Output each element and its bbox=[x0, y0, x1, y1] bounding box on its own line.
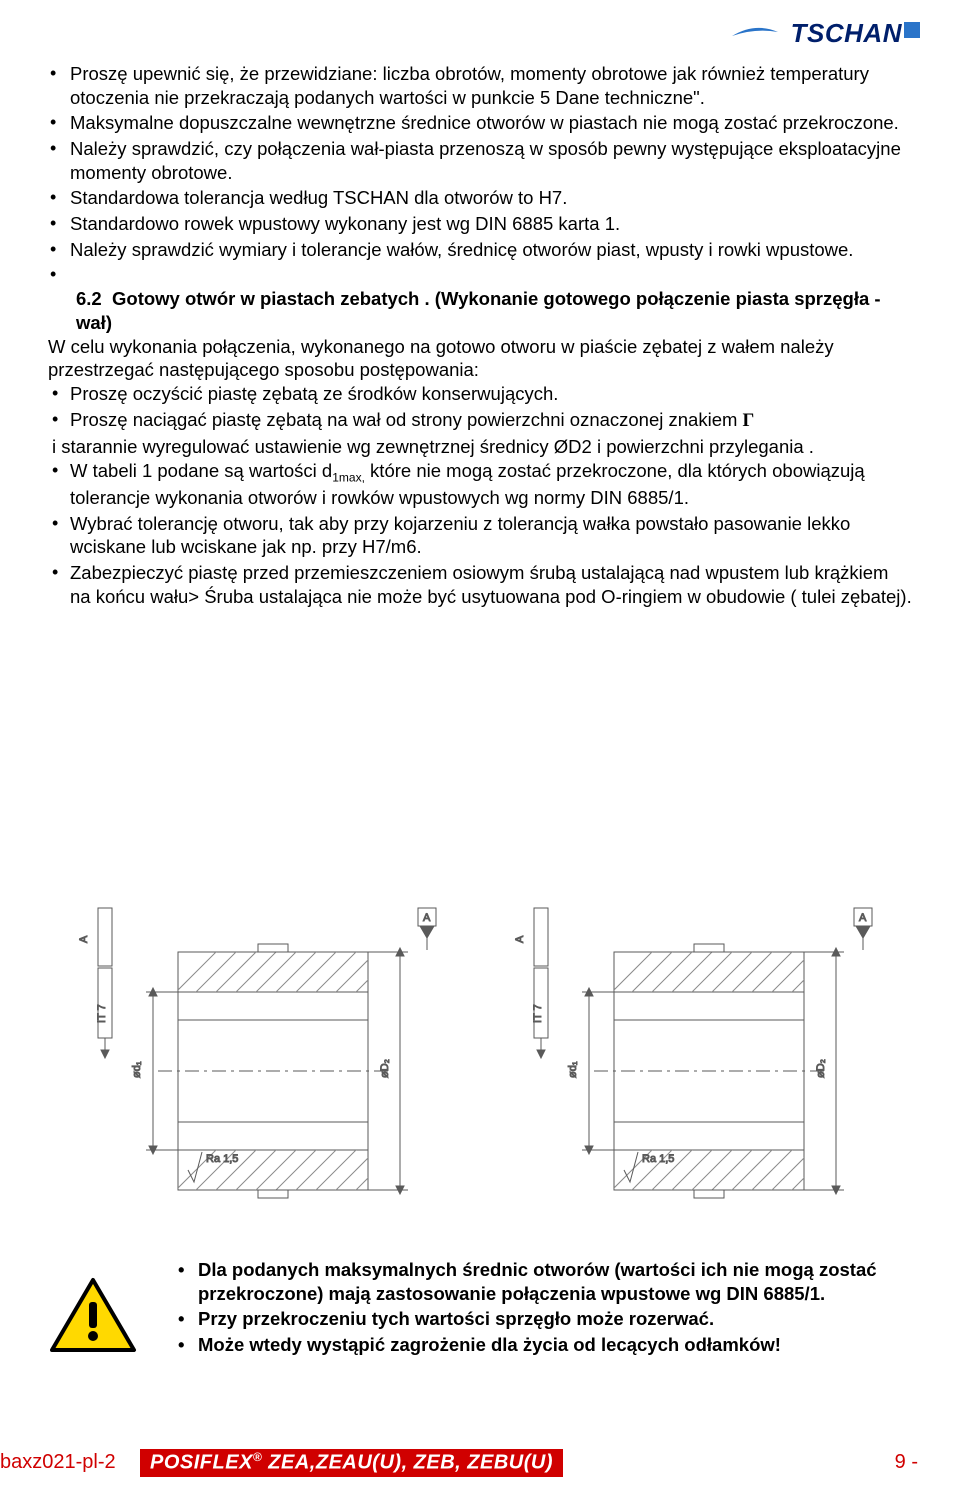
svg-text:A: A bbox=[423, 912, 431, 924]
logo-box-icon bbox=[904, 22, 920, 38]
list-item: Może wtedy wystąpić zagrożenie dla życia… bbox=[198, 1333, 914, 1357]
text: W tabeli 1 podane są wartości d bbox=[70, 460, 332, 481]
svg-text:ød₁: ød₁ bbox=[567, 1061, 579, 1078]
svg-text:Ra 1,5: Ra 1,5 bbox=[642, 1153, 674, 1165]
intro-bullet-list: Proszę upewnić się, że przewidziane: lic… bbox=[48, 62, 914, 261]
svg-text:A: A bbox=[514, 935, 526, 943]
product-name: POSIFLEX bbox=[150, 1452, 253, 1474]
section-heading: 6.2 Gotowy otwór w piastach zebatych . (… bbox=[48, 287, 914, 334]
reg-mark: ® bbox=[253, 1450, 262, 1464]
doc-code: baxz021-pl-2 bbox=[0, 1451, 116, 1474]
section-number: 6.2 bbox=[76, 288, 102, 309]
procedure-list-2: W tabeli 1 podane są wartości d1max, któ… bbox=[48, 459, 914, 608]
svg-text:ød₁: ød₁ bbox=[131, 1061, 143, 1078]
list-item: Zabezpieczyć piastę przed przemieszczeni… bbox=[70, 561, 914, 608]
svg-text:IT 7: IT 7 bbox=[96, 1004, 108, 1023]
subscript: 1max, bbox=[332, 471, 365, 485]
list-item: Należy sprawdzić wymiary i tolerancje wa… bbox=[70, 238, 914, 262]
warning-list: Dla podanych maksymalnych średnic otworó… bbox=[138, 1258, 914, 1359]
technical-diagram: A IT 7 A bbox=[48, 900, 914, 1240]
section-intro: W celu wykonania połączenia, wykonanego … bbox=[48, 335, 914, 382]
list-item: W tabeli 1 podane są wartości d1max, któ… bbox=[70, 459, 914, 510]
list-item: Proszę upewnić się, że przewidziane: lic… bbox=[70, 62, 914, 109]
section-title-part-a: Gotowy otwór w piastach zebatych . bbox=[112, 288, 430, 309]
page-number: 9 - bbox=[895, 1451, 918, 1474]
brand-logo: TSCHAN bbox=[791, 18, 902, 49]
product-line: POSIFLEX® ZEA,ZEAU(U), ZEB, ZEBU(U) bbox=[140, 1449, 563, 1477]
svg-text:øD₂: øD₂ bbox=[379, 1059, 391, 1078]
list-item: Proszę oczyścić piastę zębatą ze środków… bbox=[70, 382, 914, 406]
svg-text:Ra 1,5: Ra 1,5 bbox=[206, 1153, 238, 1165]
svg-text:IT 7: IT 7 bbox=[532, 1004, 544, 1023]
logo-swoosh-icon bbox=[730, 24, 780, 42]
product-variants: ZEA,ZEAU(U), ZEB, ZEBU(U) bbox=[262, 1452, 553, 1474]
svg-text:A: A bbox=[859, 912, 867, 924]
list-item: Dla podanych maksymalnych średnic otworó… bbox=[198, 1258, 914, 1305]
procedure-list: Proszę oczyścić piastę zębatą ze środków… bbox=[48, 382, 914, 433]
list-item: Standardowo rowek wpustowy wykonany jest… bbox=[70, 212, 914, 236]
list-item: Przy przekroczeniu tych wartości sprzęgł… bbox=[198, 1307, 914, 1331]
list-item: Proszę naciągać piastę zębatą na wał od … bbox=[70, 408, 914, 434]
list-item: Standardowa tolerancja według TSCHAN dla… bbox=[70, 186, 914, 210]
warning-block: Dla podanych maksymalnych średnic otworó… bbox=[48, 1258, 914, 1361]
page-footer: baxz021-pl-2 POSIFLEX® ZEA,ZEAU(U), ZEB,… bbox=[0, 1449, 960, 1479]
svg-text:øD₂: øD₂ bbox=[815, 1059, 827, 1078]
list-item: Należy sprawdzić, czy połączenia wał-pia… bbox=[70, 137, 914, 184]
text: Proszę naciągać piastę zębatą na wał od … bbox=[70, 409, 743, 430]
main-content: Proszę upewnić się, że przewidziane: lic… bbox=[48, 62, 914, 610]
continuation-line: i starannie wyregulować ustawienie wg ze… bbox=[48, 435, 914, 459]
list-item: Wybrać tolerancję otworu, tak aby przy k… bbox=[70, 512, 914, 559]
warning-icon bbox=[48, 1276, 138, 1361]
list-item: Maksymalne dopuszczalne wewnętrzne średn… bbox=[70, 111, 914, 135]
gamma-symbol: Γ bbox=[743, 411, 755, 431]
svg-text:A: A bbox=[78, 935, 90, 943]
